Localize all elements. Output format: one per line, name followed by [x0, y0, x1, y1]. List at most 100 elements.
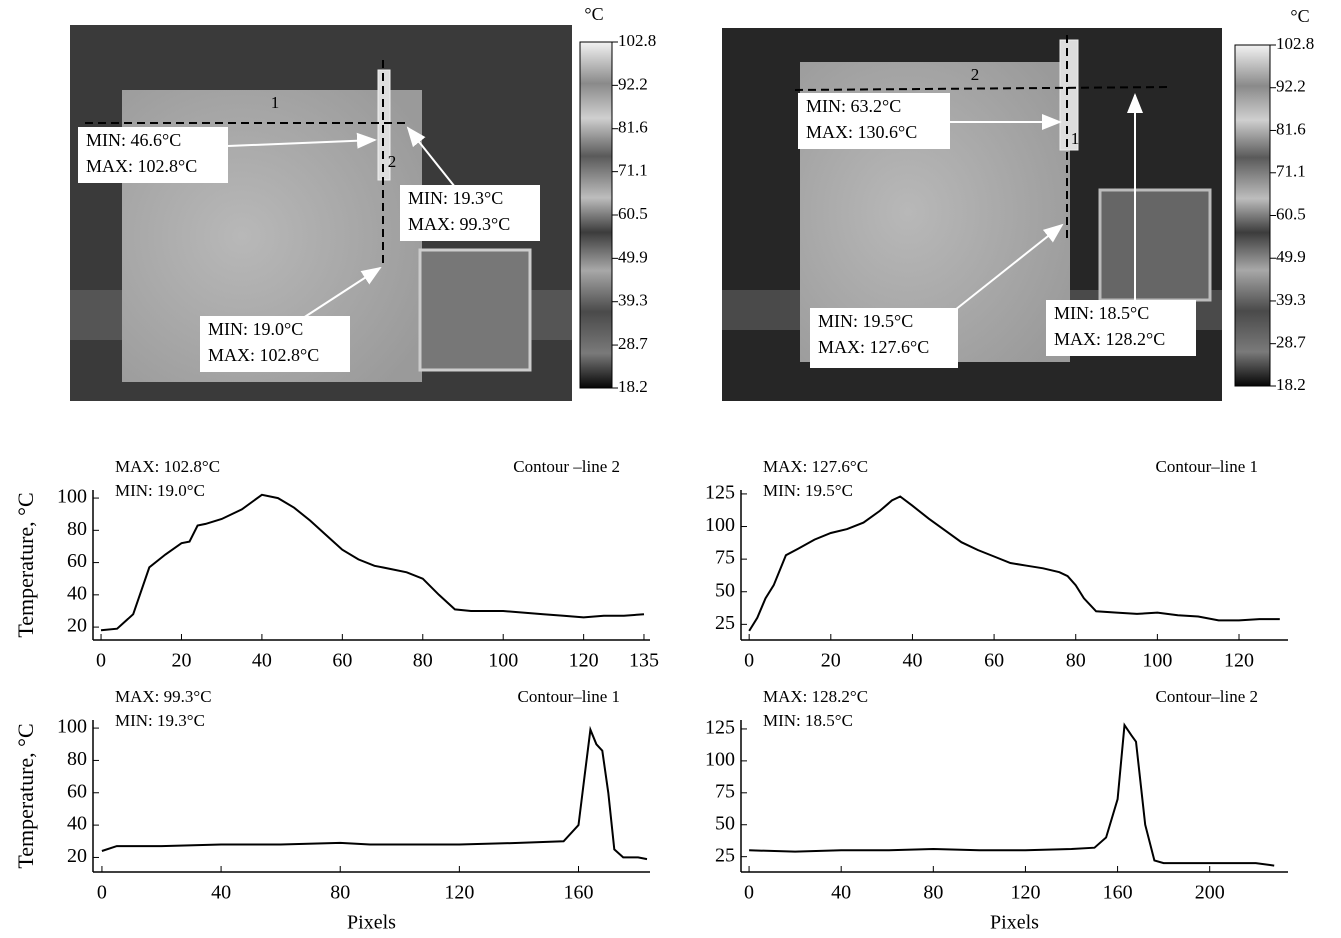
colorbar-tick-label: 18.2: [1276, 375, 1306, 394]
x-tick-label: 60: [332, 650, 352, 672]
x-tick-label: 160: [564, 882, 594, 904]
annotation: MIN: 19.3°C: [115, 711, 205, 730]
x-tick-label: 200: [1195, 882, 1225, 904]
y-tick-label: 100: [705, 748, 735, 770]
data-line: [101, 725, 648, 861]
annotation: MAX: 128.2°C: [763, 687, 868, 706]
x-tick-label: 0: [96, 650, 106, 672]
annotation: MAX: 99.3°C: [115, 687, 212, 706]
callout-box: [200, 316, 350, 372]
annotation: MIN: 18.5°C: [763, 711, 853, 730]
y-tick-label: 125: [705, 717, 735, 739]
x-tick-label: 40: [211, 882, 231, 904]
x-tick-label: 120: [1010, 882, 1040, 904]
line-label: 2: [388, 152, 397, 171]
colorbar-tick-label: 28.7: [618, 334, 648, 353]
x-tick-label: 120: [569, 650, 599, 672]
callout-text: MIN: 18.5°C: [1054, 303, 1149, 323]
x-tick-label: 40: [902, 650, 922, 672]
colorbar: [579, 41, 613, 389]
callout-text: MAX: 102.8°C: [208, 345, 319, 365]
y-tick-label: 125: [705, 482, 735, 504]
x-tick-label: 80: [1066, 650, 1086, 672]
colorbar-tick-label: 49.9: [618, 247, 648, 266]
y-tick-label: 80: [67, 518, 87, 540]
line-label: 2: [971, 65, 980, 84]
callout-text: MIN: 19.0°C: [208, 319, 303, 339]
x-tick-label: 40: [252, 650, 272, 672]
x-tick-label: 135: [629, 650, 659, 672]
callout-text: MAX: 130.6°C: [806, 122, 917, 142]
callout-text: MIN: 19.3°C: [408, 188, 503, 208]
callout-text: MAX: 128.2°C: [1054, 329, 1165, 349]
chart-title: Contour–line 1: [518, 687, 620, 706]
callout-box: [1046, 300, 1196, 356]
y-tick-label: 60: [67, 780, 87, 802]
x-tick-label: 80: [330, 882, 350, 904]
callout-box: [78, 127, 228, 183]
y-tick-label: 20: [67, 845, 87, 867]
colorbar-tick-label: 28.7: [1276, 333, 1306, 352]
data-line: [748, 495, 1280, 632]
line-label: 1: [271, 93, 280, 112]
chart-title: Contour–line 1: [1156, 457, 1258, 476]
y-tick-label: 25: [715, 844, 735, 866]
colorbar-tick-label: 39.3: [1276, 290, 1306, 309]
y-tick-label: 100: [57, 486, 87, 508]
y-tick-label: 100: [705, 514, 735, 536]
colorbar-tick-label: 60.5: [618, 204, 648, 223]
colorbar-tick-label: 102.8: [618, 31, 656, 50]
colorbar-tick-label: 49.9: [1276, 247, 1306, 266]
x-tick-label: 0: [744, 650, 754, 672]
x-tick-label: 100: [1142, 650, 1172, 672]
x-tick-label: 60: [984, 650, 1004, 672]
x-tick-label: 40: [831, 882, 851, 904]
x-tick-label: 80: [413, 650, 433, 672]
y-tick-label: 75: [715, 780, 735, 802]
callout-text: MAX: 102.8°C: [86, 156, 197, 176]
callout-text: MAX: 99.3°C: [408, 214, 510, 234]
colorbar-tick-label: 71.1: [1276, 162, 1306, 181]
annotation: MIN: 19.0°C: [115, 481, 205, 500]
callout-box: [810, 308, 958, 368]
colorbar-tick-label: 60.5: [1276, 204, 1306, 223]
colorbar-tick-label: 92.2: [1276, 77, 1306, 96]
x-tick-label: 0: [97, 882, 107, 904]
y-tick-label: 80: [67, 748, 87, 770]
x-tick-label: 120: [1224, 650, 1254, 672]
colorbar-tick-label: 102.8: [1276, 34, 1314, 53]
y-tick-label: 50: [715, 579, 735, 601]
x-tick-label: 20: [171, 650, 191, 672]
colorbar-unit: °C: [584, 4, 603, 24]
chart-title: Contour–line 2: [1156, 687, 1258, 706]
y-tick-label: 50: [715, 812, 735, 834]
callout-box: [798, 93, 950, 149]
colorbar-tick-label: 18.2: [618, 377, 648, 396]
colorbar-tick-label: 39.3: [618, 291, 648, 310]
x-tick-label: 160: [1103, 882, 1133, 904]
y-axis-label: Temperature, °C: [13, 492, 38, 637]
y-tick-label: 60: [67, 550, 87, 572]
x-axis-label: Pixels: [990, 912, 1039, 934]
colorbar: [1234, 44, 1271, 387]
y-tick-label: 40: [67, 813, 87, 835]
data-line: [100, 493, 645, 632]
x-tick-label: 120: [444, 882, 474, 904]
x-tick-label: 0: [744, 882, 754, 904]
chart-title: Contour –line 2: [513, 457, 620, 476]
y-tick-label: 75: [715, 547, 735, 569]
callout-text: MIN: 46.6°C: [86, 130, 181, 150]
annotation: MIN: 19.5°C: [763, 481, 853, 500]
x-axis-label: Pixels: [347, 912, 396, 934]
x-tick-label: 100: [488, 650, 518, 672]
colorbar-tick-label: 81.6: [618, 118, 648, 137]
y-tick-label: 40: [67, 582, 87, 604]
y-tick-label: 20: [67, 615, 87, 637]
callout-text: MIN: 63.2°C: [806, 96, 901, 116]
annotation: MAX: 102.8°C: [115, 457, 220, 476]
line-label: 1: [1071, 129, 1080, 148]
y-tick-label: 25: [715, 612, 735, 634]
y-tick-label: 100: [57, 716, 87, 738]
colorbar-tick-label: 81.6: [1276, 119, 1306, 138]
